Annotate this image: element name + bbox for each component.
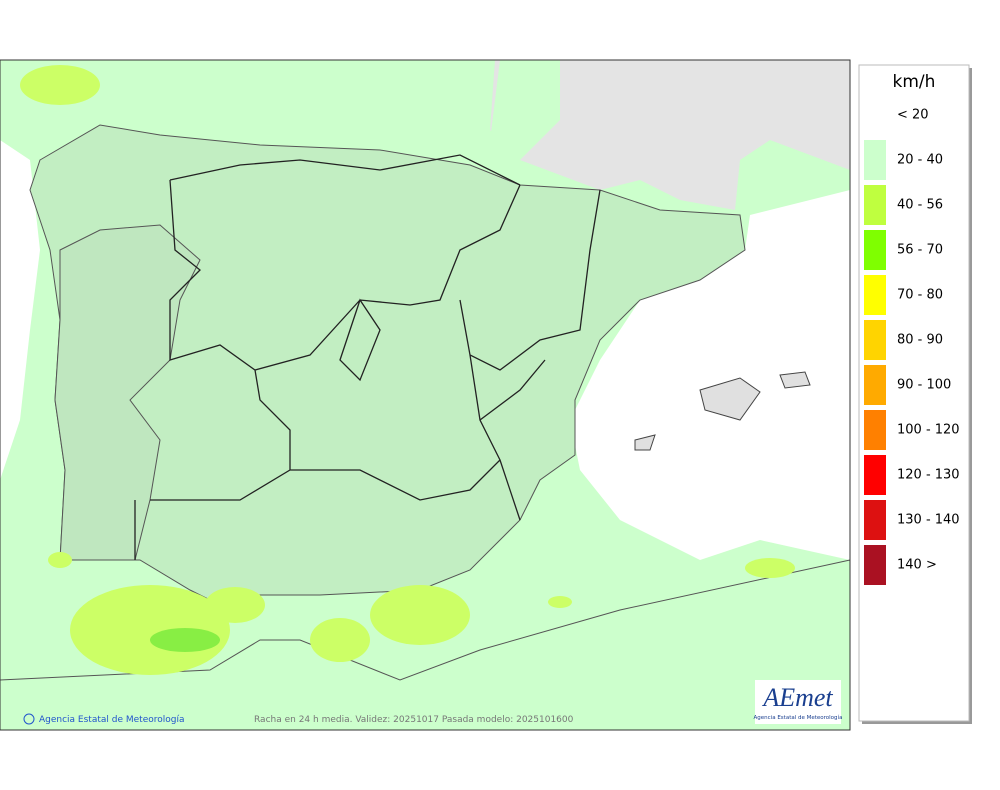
legend-swatch: [864, 275, 886, 315]
legend-label: 80 - 90: [897, 333, 943, 348]
copyright-icon: [23, 713, 35, 725]
logo-name: AEmet: [761, 683, 833, 712]
france: [490, 60, 850, 210]
map: Agencia Estatal de Meteorología Racha en…: [0, 59, 851, 731]
mallorca: [699, 377, 761, 421]
legend-label: 20 - 40: [897, 153, 943, 168]
legend-label: < 20: [897, 108, 929, 123]
portugal: [54, 224, 201, 561]
atlantic: [0, 140, 40, 480]
legend-label: 100 - 120: [897, 423, 960, 438]
legend-label: 56 - 70: [897, 243, 943, 258]
credit: Agencia Estatal de Meteorología: [39, 715, 185, 725]
legend-label: 40 - 56: [897, 198, 943, 213]
legend-swatch: [864, 455, 886, 495]
sea: [570, 190, 850, 560]
logo: AEmet Agencia Estatal de Meteorología: [754, 680, 843, 724]
map-frame: [0, 59, 851, 731]
legend-swatch: [864, 320, 886, 360]
legend-swatch: [864, 500, 886, 540]
ibiza: [634, 434, 656, 451]
legend-label: 90 - 100: [897, 378, 951, 393]
logo-box: [755, 680, 841, 724]
legend-swatch: [864, 185, 886, 225]
legend-label: 140 >: [897, 558, 937, 573]
legend-label: 70 - 80: [897, 288, 943, 303]
caption: Racha en 24 h media. Validez: 20251017 P…: [254, 715, 574, 725]
legend-label: 120 - 130: [897, 468, 960, 483]
borders: [134, 154, 601, 560]
legend-swatch: [864, 365, 886, 405]
menorca: [779, 371, 811, 389]
wind-40-56: [20, 65, 795, 675]
legend-swatch: [864, 410, 886, 450]
legend-title: km/h: [893, 72, 936, 92]
legend-label: 130 - 140: [897, 513, 960, 528]
legend-swatch: [864, 230, 886, 270]
wind-zone: [490, 60, 560, 160]
legend: km/h < 20 20 - 40 40 - 56 56 - 70 70 - 80 80 …: [858, 64, 972, 724]
legend-swatch: [864, 140, 886, 180]
logo-subtitle: Agencia Estatal de Meteorología: [754, 714, 843, 721]
legend-swatch: [864, 545, 886, 585]
wind-56-70: [150, 628, 220, 652]
